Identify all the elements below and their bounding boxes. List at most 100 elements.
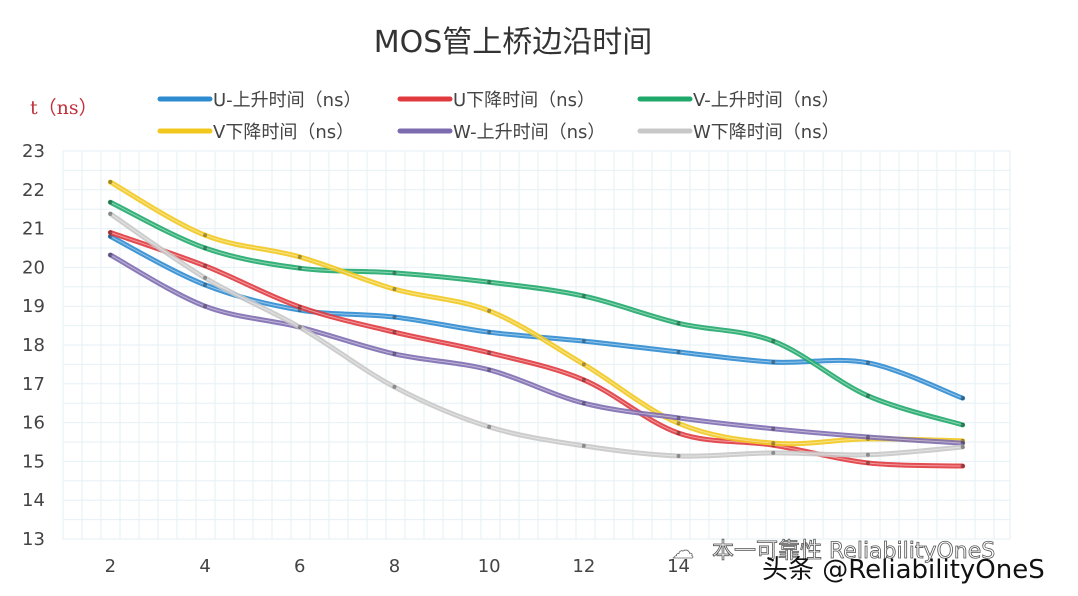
data-point — [487, 308, 492, 313]
series-line-highlight — [110, 201, 963, 426]
data-point — [676, 349, 681, 354]
y-tick-label: 16 — [22, 413, 45, 434]
data-point — [960, 445, 965, 450]
data-point — [865, 393, 870, 398]
data-point — [108, 252, 113, 257]
data-point — [771, 426, 776, 431]
data-point — [771, 360, 776, 365]
y-tick-label: 14 — [22, 490, 45, 511]
watermark-line1: 本一可靠性 ReliabilityOneS — [712, 539, 995, 564]
watermark: ☁ 本一可靠性 ReliabilityOneS 头条 @ReliabilityO… — [672, 539, 1045, 585]
data-point — [865, 360, 870, 365]
data-point — [581, 401, 586, 406]
y-tick-label: 23 — [22, 141, 45, 162]
series-line-highlight — [110, 181, 963, 445]
y-tick-labels: 13 14 15 16 17 18 19 20 21 22 23 — [22, 141, 45, 550]
data-point — [203, 246, 208, 250]
data-point — [676, 453, 681, 458]
series-line — [107, 199, 966, 428]
data-point — [392, 330, 397, 335]
legend: U-上升时间（ns） U下降时间（ns） V-上升时间（ns） V下降时间（ns） W-… — [157, 90, 840, 143]
data-point — [108, 180, 113, 185]
data-point — [581, 377, 586, 382]
data-point — [203, 233, 208, 238]
data-point — [676, 431, 681, 436]
data-point — [203, 263, 208, 268]
data-point — [297, 304, 302, 309]
data-point — [392, 384, 397, 389]
data-point — [771, 450, 776, 455]
data-point — [297, 254, 302, 259]
x-tick-label: 4 — [199, 556, 210, 577]
y-tick-label: 13 — [22, 529, 45, 550]
y-tick-label: 17 — [22, 374, 45, 395]
series-5 — [107, 211, 966, 459]
data-point — [581, 362, 586, 367]
series-line — [107, 179, 966, 447]
x-tick-labels: 2 4 6 8 10 12 14 — [105, 556, 690, 577]
data-point — [487, 280, 492, 285]
x-tick-label: 10 — [478, 556, 501, 577]
data-point — [771, 339, 776, 344]
data-point — [392, 351, 397, 356]
data-point — [865, 460, 870, 465]
series-2 — [107, 199, 966, 428]
data-point — [771, 441, 776, 446]
data-point — [581, 339, 586, 344]
y-tick-label: 18 — [22, 335, 45, 356]
data-point — [581, 443, 586, 448]
data-point — [392, 287, 397, 292]
legend-label: U-上升时间（ns） — [213, 90, 361, 111]
y-tick-label: 15 — [22, 451, 45, 472]
y-tick-label: 19 — [22, 296, 45, 317]
legend-label: V下降时间（ns） — [213, 122, 354, 143]
legend-label: W下降时间（ns） — [693, 122, 840, 143]
data-point — [392, 315, 397, 320]
data-point — [865, 452, 870, 457]
data-point — [297, 266, 302, 271]
y-axis-label: t（ns） — [30, 97, 98, 119]
grid — [62, 150, 1010, 540]
data-point — [865, 434, 870, 439]
series-lines — [107, 179, 966, 469]
x-tick-label: 2 — [105, 556, 116, 577]
data-point — [203, 304, 208, 309]
data-point — [676, 421, 681, 426]
data-point — [108, 211, 113, 216]
x-tick-label: 12 — [572, 556, 595, 577]
x-tick-label: 14 — [667, 556, 690, 577]
y-tick-label: 22 — [22, 180, 45, 201]
series-line-highlight — [110, 213, 963, 457]
data-point — [676, 321, 681, 326]
data-point — [960, 396, 965, 401]
data-point — [487, 424, 492, 429]
data-point — [960, 422, 965, 427]
data-point — [203, 275, 208, 280]
data-point — [960, 464, 965, 469]
series-line-highlight — [110, 254, 963, 444]
watermark-line2: 头条 @ReliabilityOneS — [762, 555, 1045, 585]
legend-label: W-上升时间（ns） — [453, 122, 605, 143]
legend-label: V-上升时间（ns） — [693, 90, 840, 111]
data-point — [960, 441, 965, 446]
data-point — [487, 330, 492, 335]
wechat-icon: ☁ — [672, 539, 694, 564]
data-point — [581, 294, 586, 299]
data-point — [392, 270, 397, 275]
series-3 — [107, 179, 966, 447]
series-line — [107, 211, 966, 459]
data-point — [487, 350, 492, 355]
data-point — [108, 230, 113, 235]
data-point — [108, 200, 113, 205]
legend-label: U下降时间（ns） — [453, 90, 595, 111]
y-tick-label: 21 — [22, 219, 45, 240]
y-tick-label: 20 — [22, 257, 45, 278]
x-tick-label: 6 — [294, 556, 305, 577]
chart-title: MOS管上桥边沿时间 — [374, 25, 653, 60]
data-point — [487, 367, 492, 372]
data-point — [297, 325, 302, 330]
data-point — [203, 282, 208, 287]
series-line — [107, 252, 966, 446]
x-tick-label: 8 — [389, 556, 400, 577]
